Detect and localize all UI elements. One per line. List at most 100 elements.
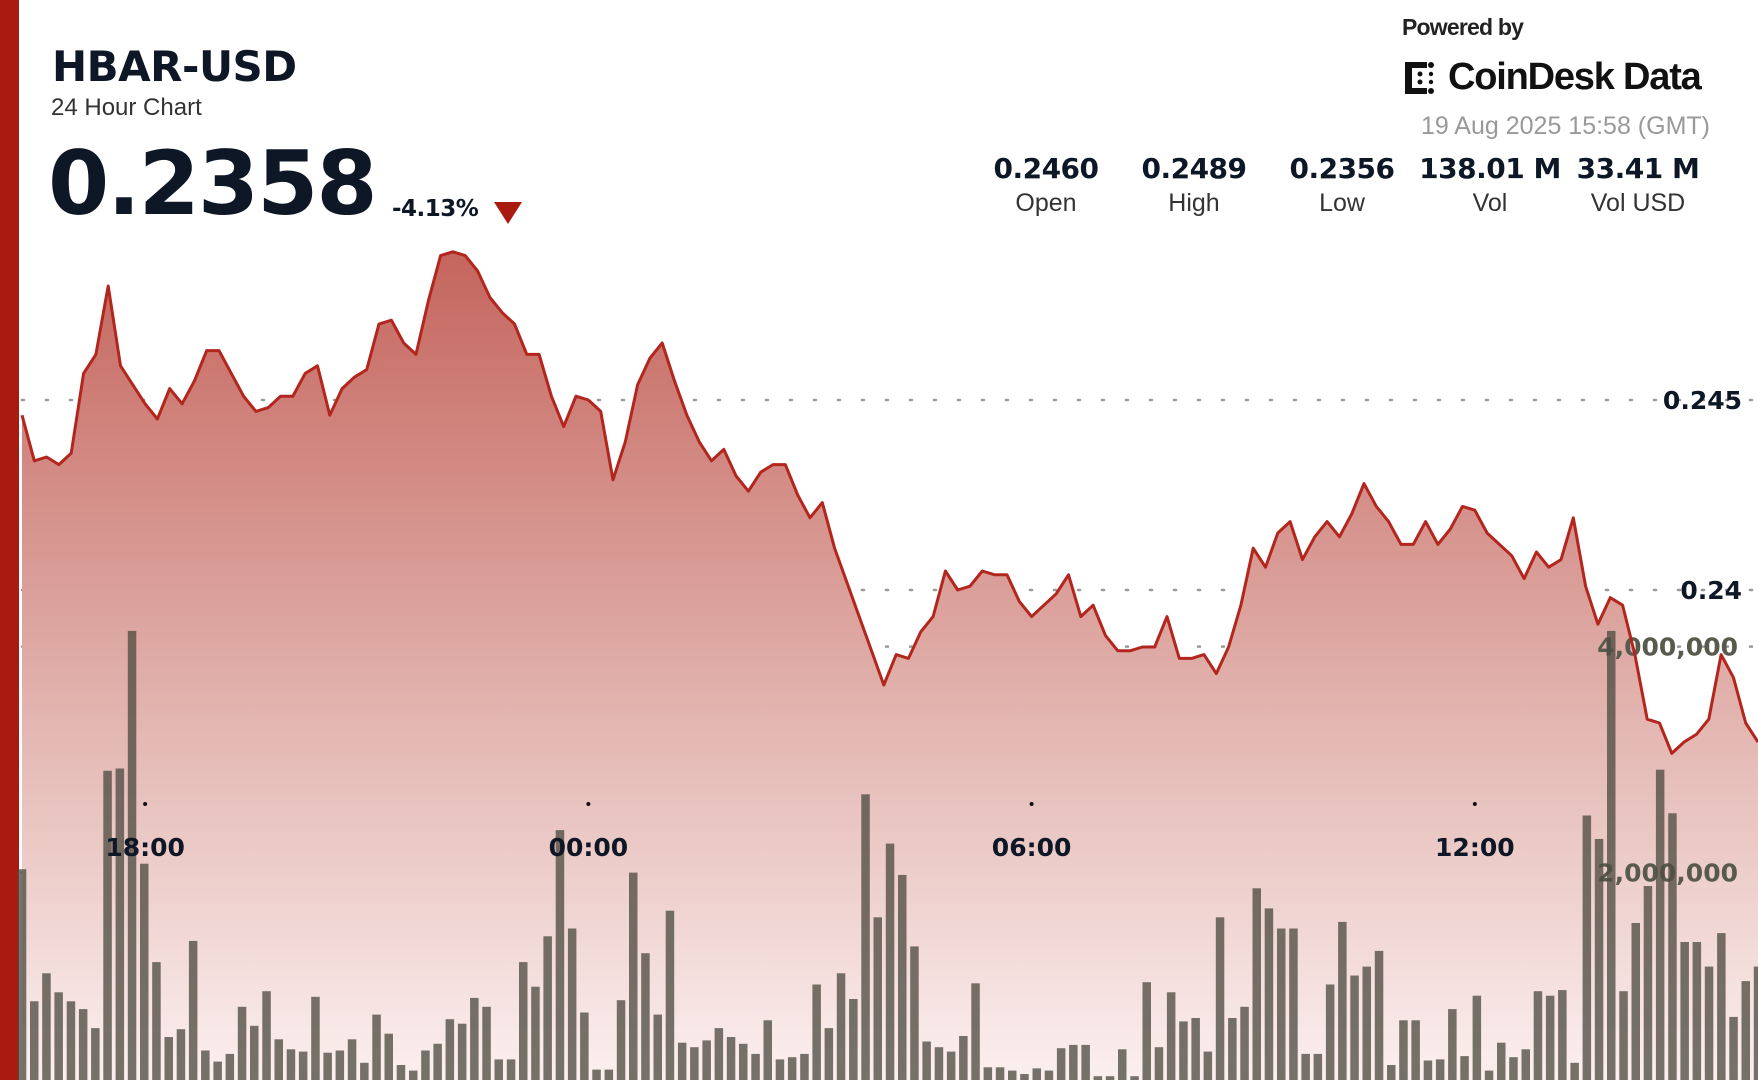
- volume-bar: [1497, 1042, 1506, 1080]
- volume-bar: [922, 1041, 931, 1080]
- volume-bar: [78, 1009, 88, 1080]
- volume-bar: [885, 843, 895, 1080]
- volume-bar: [1680, 942, 1689, 1080]
- volume-bar: [1509, 1057, 1518, 1080]
- volume-bar: [323, 1052, 332, 1080]
- time-tick-mark: [1472, 802, 1477, 806]
- volume-bar: [201, 1050, 210, 1080]
- volume-bar: [1631, 923, 1640, 1080]
- price-tick-label: 0.245: [1663, 386, 1742, 415]
- volume-bar: [1325, 984, 1335, 1080]
- volume-bar: [237, 1006, 247, 1080]
- volume-bar: [824, 1028, 834, 1080]
- volume-bar: [494, 1059, 503, 1080]
- volume-bar: [1362, 966, 1371, 1080]
- volume-bar: [1338, 921, 1347, 1080]
- volume-bar: [66, 1001, 76, 1080]
- volume-bar: [1289, 928, 1298, 1080]
- volume-bar: [1643, 886, 1653, 1080]
- time-axis-labels: 18:00 00:00 06:00 12:00: [105, 802, 1515, 862]
- volume-bar: [1704, 966, 1714, 1080]
- volume-bar: [311, 996, 320, 1080]
- volume-bar: [115, 768, 125, 1080]
- stat-label: Vol: [1472, 189, 1508, 217]
- stat-label: High: [1168, 189, 1220, 217]
- volume-bar: [54, 992, 63, 1080]
- stat-vol-usd: 33.41 M Vol USD: [1564, 152, 1712, 218]
- time-tick-label: 06:00: [992, 833, 1072, 862]
- volume-bar: [641, 953, 650, 1080]
- down-arrow-icon: [494, 202, 522, 224]
- volume-bar: [1729, 1016, 1738, 1080]
- volume-bar: [800, 1053, 809, 1080]
- volume-bar: [1032, 1068, 1041, 1080]
- volume-bar: [1166, 992, 1176, 1080]
- volume-bar: [140, 863, 149, 1080]
- volume-bar: [262, 991, 271, 1080]
- volume-bars: [17, 630, 1758, 1080]
- volume-bar: [1423, 1060, 1433, 1080]
- time-tick-mark: [1029, 802, 1034, 806]
- volume-bar: [1020, 1074, 1029, 1080]
- volume-bar: [1655, 769, 1665, 1080]
- volume-bar: [580, 1012, 589, 1080]
- price-line: [20, 250, 1758, 755]
- volume-bar: [1118, 1049, 1127, 1080]
- price-axis-labels: 0.245 0.24: [1663, 386, 1742, 605]
- volume-bar: [910, 946, 919, 1080]
- volume-bar: [360, 1062, 369, 1080]
- volume-bar: [335, 1050, 345, 1080]
- volume-bar: [1056, 1048, 1066, 1080]
- volume-bar: [1570, 1062, 1579, 1080]
- stat-vol: 138.01 M Vol: [1416, 152, 1564, 218]
- volume-bar: [812, 984, 821, 1080]
- volume-bar: [42, 973, 51, 1080]
- volume-bar: [372, 1014, 381, 1080]
- volume-bar: [164, 1037, 173, 1080]
- volume-bar: [30, 1001, 39, 1080]
- time-tick-mark: [143, 802, 148, 806]
- volume-bar: [567, 928, 577, 1080]
- volume-bar: [103, 770, 112, 1080]
- volume-bar: [1374, 950, 1384, 1080]
- volume-bar: [519, 962, 528, 1080]
- volume-bar: [225, 1053, 235, 1080]
- volume-bar: [1619, 991, 1628, 1080]
- volume-bar: [531, 986, 540, 1080]
- volume-bar: [677, 1042, 687, 1080]
- volume-bar: [127, 630, 137, 1080]
- volume-bar: [213, 1061, 222, 1080]
- volume-bar: [1069, 1044, 1078, 1080]
- volume-bar: [91, 1028, 100, 1080]
- volume-bar: [1692, 942, 1702, 1080]
- volume-bar: [555, 830, 565, 1080]
- volume-bar: [604, 1069, 614, 1080]
- volume-bar: [286, 1049, 296, 1080]
- volume-bar: [739, 1043, 748, 1080]
- stat-value: 33.41 M: [1576, 152, 1700, 185]
- volume-bar: [421, 1050, 430, 1080]
- time-tick-label: 12:00: [1435, 833, 1515, 862]
- volume-bar: [188, 940, 198, 1080]
- volume-bar: [1484, 1070, 1494, 1080]
- volume-bar: [1130, 1076, 1139, 1080]
- volume-bar: [592, 1069, 601, 1080]
- time-tick-label: 00:00: [549, 833, 629, 862]
- volume-bar: [1264, 908, 1274, 1080]
- volume-bar: [457, 1023, 467, 1080]
- volume-bar: [152, 962, 161, 1080]
- volume-bar: [873, 917, 882, 1080]
- volume-axis-labels: 4,000,000 2,000,000: [1597, 633, 1738, 888]
- volume-bar: [1411, 1020, 1420, 1080]
- price-tick-label: 0.24: [1680, 576, 1742, 605]
- volume-bar: [445, 1019, 455, 1080]
- volume-bar: [946, 1051, 956, 1080]
- volume-bar: [298, 1051, 308, 1080]
- current-price: 0.2358: [48, 132, 378, 235]
- volume-bar: [482, 1006, 491, 1080]
- accent-bar: [0, 0, 19, 1080]
- stat-label: Vol USD: [1590, 189, 1686, 217]
- stat-open: 0.2460 Open: [972, 152, 1120, 218]
- timestamp: 19 Aug 2025 15:58 (GMT): [1420, 112, 1710, 140]
